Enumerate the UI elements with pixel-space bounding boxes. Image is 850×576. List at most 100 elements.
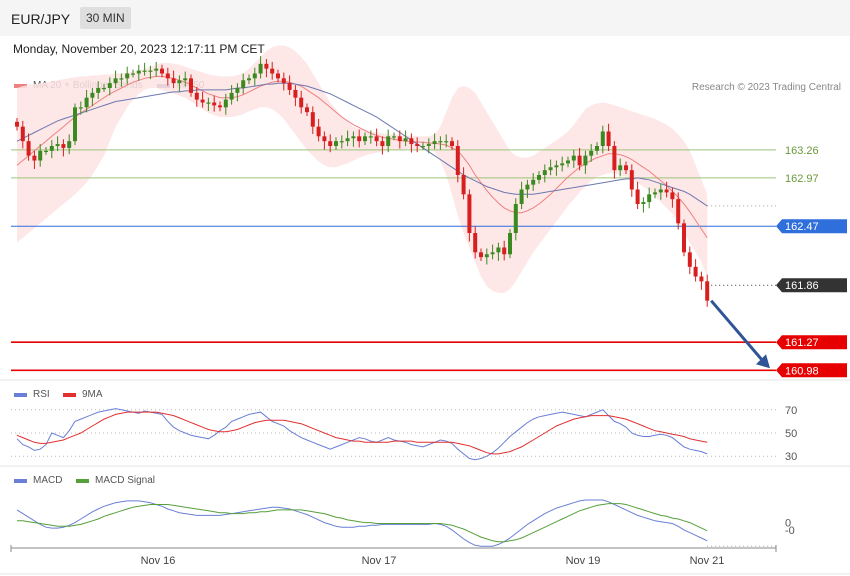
candle-body-18	[119, 78, 124, 80]
candle-body-48	[293, 89, 298, 98]
candle-body-115	[682, 223, 686, 253]
candle-body-31	[194, 92, 199, 100]
candle-body-96	[571, 155, 576, 161]
candle-body-0	[15, 121, 19, 127]
candle-body-95	[566, 160, 570, 164]
candle-body-67	[403, 138, 408, 142]
candle-body-90	[537, 175, 541, 180]
candle-body-74	[444, 141, 449, 143]
candle-body-86	[513, 204, 518, 233]
macd-tick-0: 0	[785, 518, 791, 530]
ma20-line	[16, 75, 708, 239]
candle-body-14	[96, 88, 101, 93]
candle-body-11	[78, 107, 83, 109]
candle-body-112	[664, 189, 669, 193]
ma50-line	[16, 82, 708, 207]
forecast-arrow-line	[710, 299, 766, 364]
candle-body-88	[525, 184, 530, 190]
level-label-2: 162.47	[785, 221, 819, 233]
candle-body-37	[229, 92, 234, 100]
candle-body-81	[484, 254, 489, 258]
candle-body-25	[160, 68, 164, 74]
candle-body-39	[241, 80, 246, 88]
candle-body-118	[699, 276, 704, 282]
candle-body-83	[496, 247, 501, 253]
candle-body-59	[357, 136, 362, 142]
candle-body-69	[415, 144, 420, 146]
legend-swatch-2	[14, 393, 27, 397]
level-label-4: 161.27	[785, 337, 819, 349]
candle-body-43	[264, 63, 269, 69]
candle-body-82	[490, 252, 495, 255]
timeframe-badge[interactable]: 30 MIN	[80, 7, 131, 29]
candle-body-66	[397, 136, 402, 142]
candle-body-109	[647, 194, 652, 203]
candle-body-32	[200, 99, 205, 103]
candle-body-4	[38, 150, 43, 161]
candle-body-111	[658, 189, 663, 193]
candle-body-62	[374, 136, 379, 142]
candle-body-110	[653, 192, 657, 195]
x-tick-1: Nov 17	[362, 555, 397, 567]
candle-body-102	[606, 131, 611, 146]
candle-body-41	[252, 73, 257, 79]
legend-label-5: MACD Signal	[95, 475, 155, 486]
candle-body-26	[165, 73, 170, 79]
candle-body-8	[61, 144, 66, 148]
legend-label-4: MACD	[33, 475, 62, 486]
candle-body-5	[44, 150, 48, 153]
candle-body-61	[368, 136, 373, 138]
candle-body-42	[258, 63, 263, 74]
candle-body-113	[670, 192, 675, 200]
legend-label-3: 9MA	[82, 389, 103, 400]
rsi-tick-1: 50	[785, 428, 797, 440]
candle-body-76	[455, 146, 460, 175]
bollinger-band	[17, 45, 708, 293]
candle-body-93	[554, 165, 559, 168]
candle-body-116	[687, 252, 692, 267]
candle-body-91	[542, 170, 547, 175]
candle-body-22	[142, 70, 147, 72]
candle-body-6	[49, 146, 54, 151]
candle-body-68	[409, 138, 414, 145]
candle-body-40	[247, 78, 251, 81]
candle-body-79	[473, 233, 478, 253]
rsi-ma-line	[16, 411, 708, 455]
candle-body-60	[363, 136, 367, 142]
candle-body-104	[618, 165, 623, 171]
legend-swatch-5	[76, 479, 89, 483]
x-tick-0: Nov 16	[141, 555, 176, 567]
candle-body-33	[206, 102, 211, 104]
candle-body-77	[461, 175, 466, 195]
candle-body-47	[287, 83, 292, 90]
rsi-line	[16, 408, 708, 461]
candle-body-17	[113, 78, 118, 84]
level-tag-5	[776, 363, 847, 378]
candle-body-64	[386, 136, 391, 146]
candle-body-106	[629, 170, 634, 190]
timestamp: Monday, November 20, 2023 12:17:11 PM CE…	[13, 42, 265, 56]
macd-signal-line	[17, 503, 708, 543]
candle-body-119	[705, 281, 710, 301]
candle-body-56	[339, 141, 344, 143]
candle-body-27	[171, 78, 176, 84]
instrument-pair: EUR/JPY	[11, 11, 71, 27]
candle-body-87	[519, 189, 524, 204]
level-tag-2	[776, 219, 847, 234]
candle-body-103	[612, 146, 617, 171]
legend-swatch-3	[63, 393, 76, 397]
candle-body-99	[589, 150, 594, 156]
candle-body-19	[125, 73, 130, 79]
candle-body-23	[148, 70, 153, 72]
candle-body-34	[212, 102, 217, 106]
candle-body-50	[305, 107, 309, 113]
candle-body-7	[55, 144, 60, 146]
candle-body-2	[26, 141, 31, 156]
candle-body-3	[32, 155, 37, 161]
candle-body-117	[693, 266, 698, 277]
macd-line	[16, 499, 708, 547]
legend-label-2: RSI	[33, 389, 50, 400]
candle-body-114	[676, 199, 681, 224]
